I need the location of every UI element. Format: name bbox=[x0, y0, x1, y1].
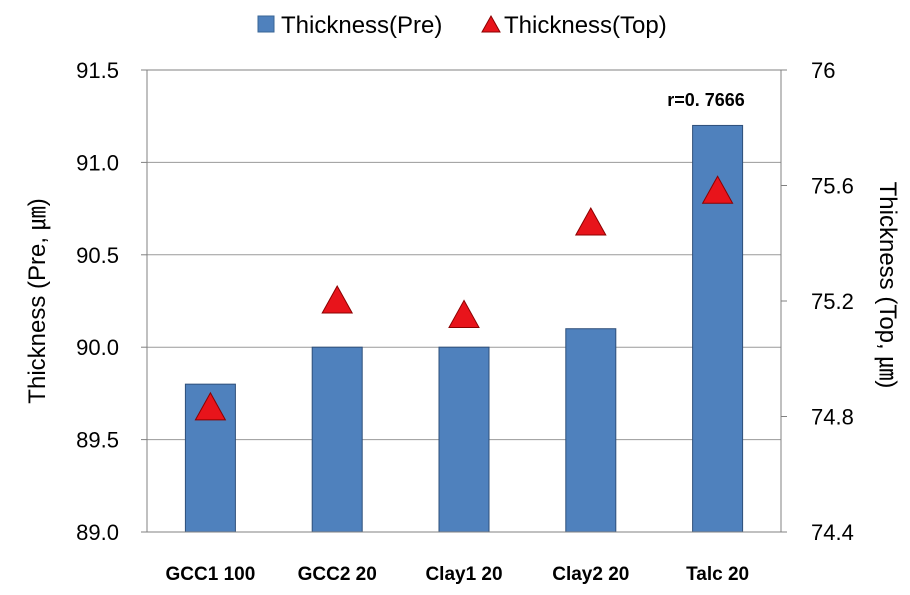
right-axis-title: Thickness (Top, ㎛) bbox=[874, 182, 901, 389]
left-tick-label: 90.0 bbox=[76, 335, 119, 360]
right-axis-ticks: 74.4 74.8 75.2 75.6 76 bbox=[781, 58, 854, 545]
right-tick-label: 74.8 bbox=[811, 405, 854, 430]
category-label: GCC1 100 bbox=[166, 564, 256, 585]
bar-thickness-pre bbox=[311, 346, 363, 533]
left-tick-label: 91.5 bbox=[76, 58, 119, 83]
left-axis-title: Thickness (Pre, ㎛) bbox=[24, 198, 51, 403]
marker-series bbox=[194, 175, 734, 421]
category-labels: GCC1 100 GCC2 20 Clay1 20 Clay2 20 Talc 20 bbox=[166, 564, 750, 585]
category-label: GCC2 20 bbox=[298, 564, 377, 585]
category-label: Clay2 20 bbox=[552, 564, 629, 585]
left-tick-label: 91.0 bbox=[76, 150, 119, 175]
left-tick-label: 90.5 bbox=[76, 243, 119, 268]
left-tick-label: 89.0 bbox=[76, 520, 119, 545]
correlation-annotation: r=0. 7666 bbox=[667, 90, 745, 110]
category-label: Clay1 20 bbox=[425, 564, 502, 585]
marker-thickness-top bbox=[321, 284, 354, 314]
marker-thickness-top bbox=[194, 391, 227, 421]
right-tick-label: 74.4 bbox=[811, 520, 854, 545]
marker-thickness-top bbox=[574, 207, 607, 236]
category-label: Talc 20 bbox=[686, 564, 749, 585]
bar-thickness-pre bbox=[565, 328, 617, 533]
legend-top-marker bbox=[481, 14, 501, 33]
left-axis-ticks: 89.0 89.5 90.0 90.5 91.0 91.5 bbox=[76, 58, 147, 545]
right-tick-label: 75.6 bbox=[811, 174, 854, 199]
legend-top-label: Thickness(Top) bbox=[504, 12, 667, 39]
bar-thickness-pre bbox=[438, 346, 490, 533]
marker-thickness-top bbox=[448, 299, 480, 328]
right-tick-label: 76 bbox=[811, 58, 835, 83]
right-tick-label: 75.2 bbox=[811, 289, 854, 314]
legend-pre-label: Thickness(Pre) bbox=[281, 12, 442, 39]
legend-pre-swatch bbox=[257, 15, 275, 33]
left-tick-label: 89.5 bbox=[76, 428, 119, 453]
marker-thickness-top bbox=[701, 175, 734, 204]
legend: Thickness(Pre) Thickness(Top) bbox=[257, 12, 667, 39]
bar-series bbox=[184, 124, 744, 533]
